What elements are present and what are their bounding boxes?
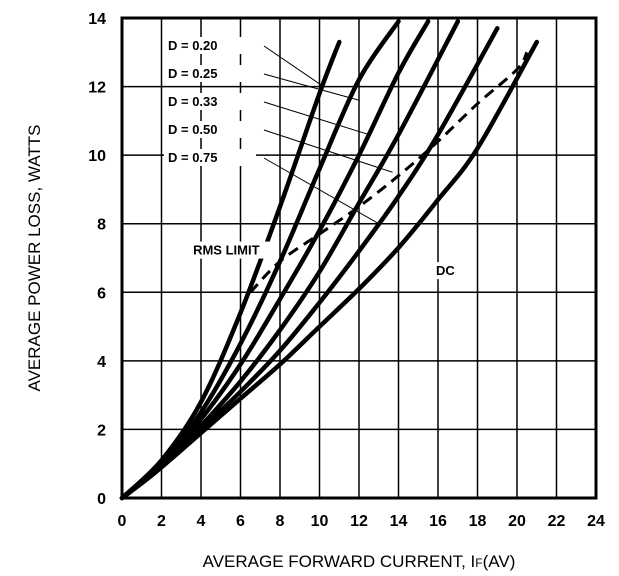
plot-frame [120,16,598,500]
x-axis-title-subscript: F [475,556,482,570]
x-axis-title-main: AVERAGE FORWARD CURRENT, I [203,552,476,571]
annotation-bg-d-0-75 [164,149,256,166]
y-tick-label-2: 2 [97,422,106,439]
y-tick-labels: 0 2 4 6 8 10 12 14 [88,11,106,508]
annotation-label-dc: DC [436,263,455,278]
series-line-d-0-20 [119,39,342,501]
series-line-d-0-33 [119,19,431,501]
series-line-rms-limit [249,51,529,294]
y-tick-label-10: 10 [88,148,106,165]
y-tick-label-6: 6 [97,285,106,302]
annotation-bg-rms-limit [189,241,274,259]
annotation-leader-d-0-20 [263,45,324,87]
annotation-label-d-0-75: D = 0.75 [168,150,218,165]
y-tick-label-14: 14 [88,11,106,28]
x-tick-label-10: 10 [311,513,329,530]
x-axis-title: AVERAGE FORWARD CURRENT, IF(AV) [203,552,516,571]
series-line-dc [119,39,540,501]
annotation-bg-d-0-50 [164,121,256,138]
y-tick-label-12: 12 [88,80,106,97]
annotation-bg-d-0-20 [164,37,256,54]
series-lines [119,19,540,501]
x-tick-labels: 0 2 4 6 8 10 12 14 16 18 20 22 24 [118,513,605,530]
x-tick-label-14: 14 [390,513,408,530]
x-tick-label-6: 6 [236,513,245,530]
y-tick-label-4: 4 [97,354,106,371]
annotation-label-d-0-50: D = 0.50 [168,122,218,137]
annotation-leader-d-0-33 [263,101,370,136]
annotation-labels: D = 0.20 D = 0.25 D = 0.33 D = 0.50 D = 0.75… [164,37,458,280]
y-tick-label-0: 0 [97,491,106,508]
annotation-leaders [263,45,393,225]
annotation-bg-d-0-25 [164,65,256,82]
x-tick-label-24: 24 [587,513,605,530]
x-tick-label-20: 20 [508,513,526,530]
x-tick-label-18: 18 [469,513,487,530]
series-line-d-0-50 [119,19,461,501]
x-tick-label-2: 2 [157,513,166,530]
x-tick-label-8: 8 [276,513,285,530]
x-tick-label-22: 22 [548,513,566,530]
x-tick-label-12: 12 [350,513,368,530]
annotation-label-d-0-25: D = 0.25 [168,66,218,81]
annotation-label-d-0-20: D = 0.20 [168,38,218,53]
annotation-bg-dc [432,262,458,280]
x-tick-label-0: 0 [118,513,127,530]
annotation-leader-d-0-25 [263,73,360,101]
annotation-label-d-0-33: D = 0.33 [168,94,218,109]
x-axis-title-suffix: (AV) [483,552,516,571]
annotation-leader-d-0-75 [263,157,379,225]
x-tick-label-16: 16 [429,513,447,530]
x-tick-label-4: 4 [197,513,206,530]
annotation-label-rms-limit: RMS LIMIT [193,243,259,258]
y-axis-title: AVERAGE POWER LOSS, WATTS [25,124,44,391]
annotation-bg-d-0-33 [164,93,256,110]
y-tick-label-8: 8 [97,217,106,234]
annotation-leader-d-0-50 [263,129,393,173]
